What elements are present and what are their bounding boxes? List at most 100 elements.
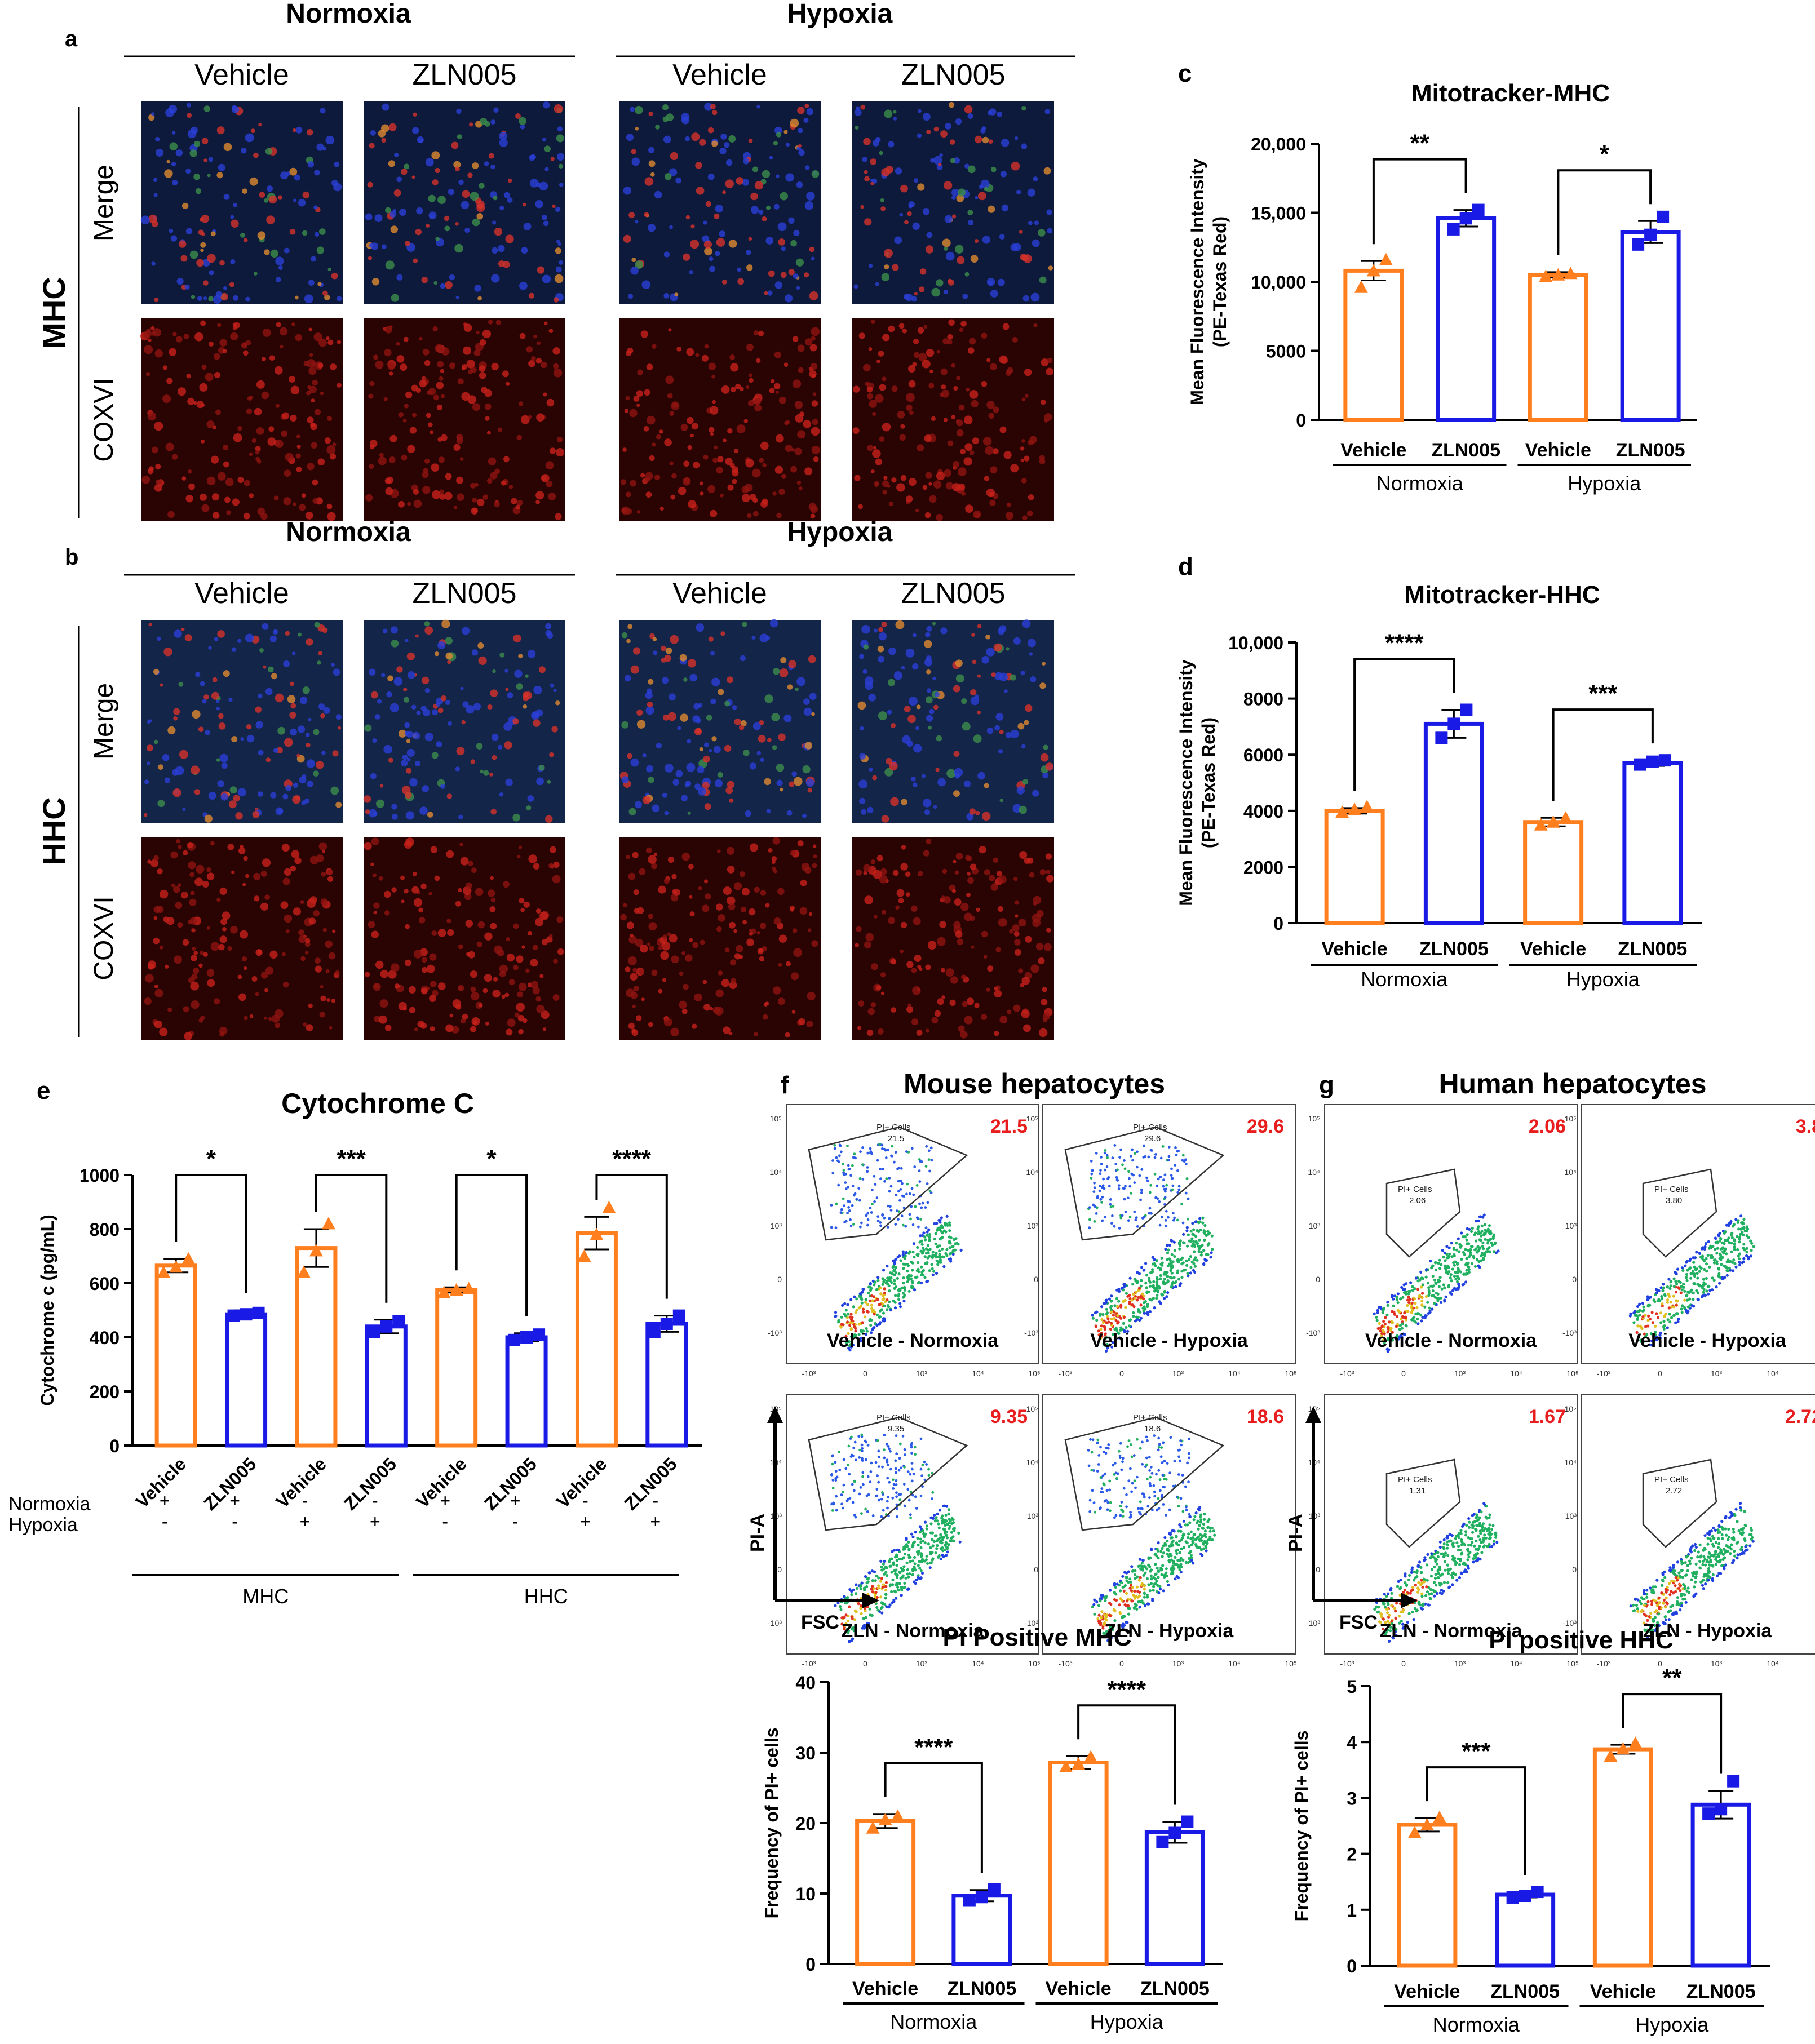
cell-dot	[407, 502, 411, 506]
cell-dot	[327, 267, 331, 272]
cell-dot	[715, 205, 724, 213]
cell-dot	[640, 945, 648, 953]
event-dot	[1099, 1623, 1103, 1626]
cell-dot	[457, 493, 464, 501]
cell-dot	[631, 257, 636, 263]
cell-dot	[798, 128, 803, 134]
cell-dot	[648, 147, 655, 153]
cell-dot	[859, 797, 866, 805]
event-dot	[1163, 1478, 1166, 1480]
axis-tick-label: 10⁵	[1026, 1404, 1038, 1413]
micrograph	[619, 318, 821, 521]
cell-dot	[962, 722, 971, 731]
cell-dot	[662, 934, 667, 939]
event-dot	[1196, 1536, 1199, 1540]
event-dot	[923, 1276, 927, 1279]
event-dot	[873, 1200, 876, 1203]
event-dot	[937, 1526, 941, 1529]
event-dot	[860, 1221, 863, 1225]
cell-dot	[762, 946, 767, 951]
cell-dot	[198, 726, 204, 732]
cell-dot	[145, 372, 150, 376]
event-dot	[931, 1497, 933, 1500]
event-dot	[1103, 1151, 1106, 1155]
event-dot	[1099, 1198, 1103, 1201]
cell-dot	[553, 959, 558, 964]
cell-dot	[333, 668, 340, 676]
event-dot	[1156, 1549, 1159, 1553]
event-dot	[1156, 1566, 1159, 1570]
cell-dot	[523, 704, 528, 709]
cell-dot	[449, 362, 456, 369]
event-dot	[1210, 1234, 1214, 1238]
cell-dot	[548, 493, 556, 500]
event-dot	[1113, 1144, 1117, 1147]
event-dot	[1110, 1345, 1114, 1349]
event-dot	[1206, 1520, 1210, 1523]
event-dot	[947, 1508, 950, 1511]
cell-dot	[937, 937, 946, 946]
event-dot	[898, 1582, 901, 1585]
cell-dot	[334, 161, 340, 167]
event-dot	[1202, 1534, 1205, 1537]
cell-dot	[661, 645, 666, 651]
cell-dot	[326, 336, 330, 340]
cell-dot	[995, 713, 1004, 721]
event-dot	[924, 1206, 927, 1209]
event-dot	[1101, 1313, 1105, 1316]
event-dot	[914, 1453, 917, 1456]
event-dot	[928, 1236, 931, 1239]
cell-dot	[150, 326, 155, 331]
cell-dot	[223, 670, 230, 677]
event-dot	[1179, 1497, 1183, 1500]
event-dot	[875, 1288, 879, 1291]
event-dot	[1197, 1509, 1201, 1512]
cell-dot	[373, 911, 377, 915]
cell-dot	[307, 161, 315, 168]
cell-dot	[997, 111, 1003, 117]
event-dot	[1189, 1530, 1193, 1533]
cell-dot	[393, 677, 403, 686]
event-dot	[900, 1594, 903, 1597]
cell-dot	[986, 727, 994, 734]
cell-dot	[739, 725, 745, 730]
event-dot	[1099, 1169, 1102, 1172]
event-dot	[834, 1226, 838, 1230]
cell-dot	[977, 674, 981, 678]
cell-dot	[230, 215, 234, 219]
event-dot	[901, 1194, 904, 1198]
event-dot	[884, 1597, 887, 1600]
cell-dot	[264, 894, 270, 900]
event-dot	[1176, 1169, 1179, 1172]
event-dot	[830, 1473, 833, 1477]
cell-dot	[891, 959, 897, 965]
cell-dot	[863, 363, 871, 372]
event-dot	[874, 1461, 878, 1464]
cell-dot	[1027, 188, 1035, 197]
cell-dot	[256, 380, 265, 389]
cell-dot	[900, 475, 907, 481]
event-dot	[1143, 1595, 1146, 1599]
cell-dot	[879, 436, 885, 442]
cell-dot	[526, 346, 533, 353]
event-dot	[915, 1269, 919, 1272]
event-dot	[1110, 1317, 1113, 1321]
cell-dot	[637, 369, 643, 375]
event-dot	[900, 1588, 904, 1591]
cell-dot	[437, 196, 446, 205]
cell-dot	[218, 163, 225, 171]
cell-dot	[662, 116, 669, 122]
cell-dot	[928, 383, 935, 389]
event-dot	[1137, 1308, 1140, 1311]
event-dot	[1171, 1184, 1175, 1187]
event-dot	[853, 1514, 856, 1517]
event-dot	[850, 1615, 853, 1619]
cell-dot	[765, 903, 770, 908]
event-dot	[1190, 1543, 1193, 1546]
cell-dot	[157, 800, 165, 808]
cell-dot	[470, 970, 477, 978]
event-dot	[873, 1174, 876, 1178]
event-dot	[902, 1483, 906, 1486]
cell-dot	[780, 192, 788, 201]
cell-dot	[926, 130, 931, 135]
